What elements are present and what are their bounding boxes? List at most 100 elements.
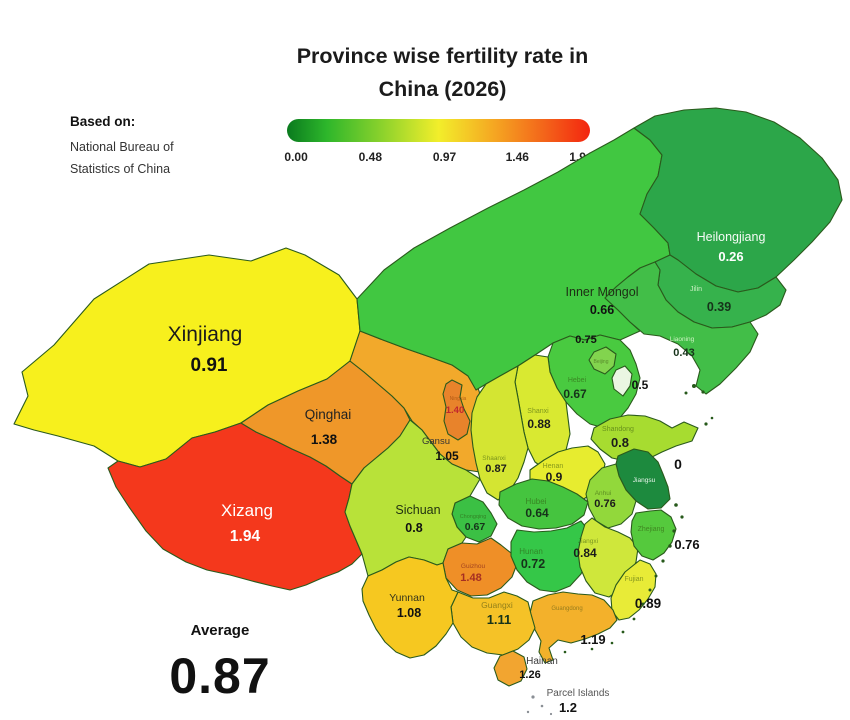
province-jiangxi-name-label: Jiangxi — [578, 538, 598, 545]
island-dot — [710, 416, 714, 420]
province-liaoning-value-label: 0.43 — [673, 347, 694, 359]
province-jiangsu-value-label: 0 — [674, 456, 682, 472]
legend-tick: 0.97 — [432, 150, 457, 164]
province-inner-mongol-value-label: 0.66 — [590, 303, 614, 317]
province-hubei — [498, 478, 589, 530]
province-guangxi-value-label: 1.11 — [487, 612, 512, 627]
province-parcel-islands-name-label: Parcel Islands — [547, 688, 610, 699]
province-yunnan — [361, 556, 459, 659]
province-qinghai-name-label: Qinghai — [305, 407, 352, 422]
province-hainan — [493, 650, 528, 687]
province-hunan-name-label: Hunan — [519, 547, 543, 556]
province-jilin-value-label: 0.39 — [707, 300, 731, 314]
province-guizhou-value-label: 1.48 — [460, 572, 481, 584]
province-ningxia — [442, 379, 471, 441]
province-henan-value-label: 0.9 — [546, 470, 563, 484]
legend-tick: 0.48 — [358, 150, 382, 164]
province-liaoning — [604, 261, 759, 395]
province-shaanxi-value-label: 0.87 — [485, 463, 506, 475]
province-beijing-value-label: 0.75 — [575, 334, 596, 346]
color-legend: 0.00 0.48 0.97 1.46 1.94 — [284, 119, 593, 166]
island-dot — [654, 574, 658, 578]
island-dot — [701, 390, 705, 394]
province-guangdong-value-label: 1.19 — [580, 632, 605, 647]
average-label: Average — [190, 622, 250, 639]
province-shandong — [590, 414, 699, 463]
province-ningxia-name-label: Ningxia — [450, 396, 467, 402]
province-jiangsu-name-label: Jiangsu — [633, 477, 656, 484]
island-dot — [661, 559, 665, 563]
province-guizhou-name-label: Guizhou — [461, 563, 486, 570]
island-dot — [674, 503, 678, 507]
province-fujian-name-label: Fujian — [624, 576, 643, 583]
province-sichuan-name-label: Sichuan — [395, 503, 440, 517]
province-henan-name-label: Henan — [543, 463, 564, 470]
province-beijing — [588, 346, 617, 375]
province-xizang-value-label: 1.94 — [230, 528, 261, 545]
province-xinjiang-name-label: Xinjiang — [168, 323, 243, 346]
island-dot — [684, 391, 688, 395]
province-yunnan-value-label: 1.08 — [397, 606, 421, 620]
island-dot — [526, 710, 530, 714]
province-hebei-value-label: 0.67 — [563, 387, 587, 401]
province-sichuan-value-label: 0.8 — [405, 521, 422, 535]
province-shanxi-name-label: Shanxi — [527, 408, 549, 415]
province-shandong-value-label: 0.8 — [611, 435, 629, 450]
province-gansu-value-label: 1.05 — [435, 449, 459, 463]
province-chongqing-name-label: Chongqing — [460, 514, 487, 520]
province-zhejiang-name-label: Zhejiang — [638, 526, 665, 533]
island-dot — [590, 647, 594, 651]
province-fujian — [610, 559, 657, 621]
province-guangdong — [529, 591, 618, 664]
province-anhui — [585, 463, 637, 529]
legend-ticks: 0.00 0.48 0.97 1.46 1.94 — [284, 150, 592, 166]
province-zhejiang-value-label: 0.76 — [674, 537, 699, 552]
province-tianjin — [611, 365, 633, 397]
average-block: Average 0.87 — [120, 622, 320, 705]
color-gradient-bar — [287, 119, 590, 142]
province-guangxi-name-label: Guangxi — [481, 600, 513, 610]
province-xinjiang-value-label: 0.91 — [191, 355, 228, 376]
island-dot — [672, 529, 676, 533]
province-hunan-value-label: 0.72 — [521, 557, 545, 571]
province-shanxi-value-label: 0.88 — [527, 417, 551, 431]
province-shandong-name-label: Shandong — [602, 426, 634, 433]
province-shaanxi-name-label: Shaanxi — [482, 455, 506, 462]
source-note: Based on: National Bureau of Statistics … — [70, 114, 260, 180]
province-hubei-name-label: Hubei — [526, 497, 547, 506]
legend-tick: 0.00 — [284, 150, 308, 164]
island-dot — [563, 650, 567, 654]
island-dot — [668, 544, 672, 548]
province-guangxi — [450, 591, 536, 656]
province-chongqing-value-label: 0.67 — [465, 521, 486, 533]
province-ningxia-value-label: 1.40 — [446, 405, 465, 416]
island-dot — [692, 384, 696, 388]
page-title: Province wise fertility rate in China (2… — [250, 40, 635, 106]
source-line-2: Statistics of China — [70, 162, 171, 176]
island-dot — [540, 704, 544, 708]
island-dot — [641, 602, 645, 606]
province-hebei-name-label: Hebei — [568, 377, 587, 384]
island-dot — [632, 617, 636, 621]
province-beijing-name-label: Beijing — [593, 359, 608, 365]
province-fujian-value-label: 0.89 — [635, 596, 661, 611]
province-hunan — [510, 520, 593, 593]
province-anhui-name-label: Anhui — [595, 490, 612, 497]
title-line-2: China (2026) — [378, 77, 507, 101]
province-hainan-name-label: Hainan — [526, 656, 558, 667]
province-tianjin-value-label: 0.5 — [632, 378, 649, 392]
province-yunnan-name-label: Yunnan — [389, 592, 425, 604]
province-jilin-name-label: Jilin — [690, 286, 702, 293]
province-gansu-name-label: Gansu — [422, 436, 450, 447]
average-value: 0.87 — [169, 648, 271, 704]
island-dot — [680, 515, 684, 519]
province-guangdong-name-label: Guangdong — [551, 606, 582, 612]
source-line-1: National Bureau of — [70, 140, 174, 154]
province-zhejiang — [630, 509, 677, 561]
province-qinghai-value-label: 1.38 — [311, 432, 338, 447]
province-xizang-name-label: Xizang — [221, 501, 273, 520]
island-dot — [621, 630, 625, 634]
province-liaoning-name-label: Liaoning — [670, 336, 695, 343]
